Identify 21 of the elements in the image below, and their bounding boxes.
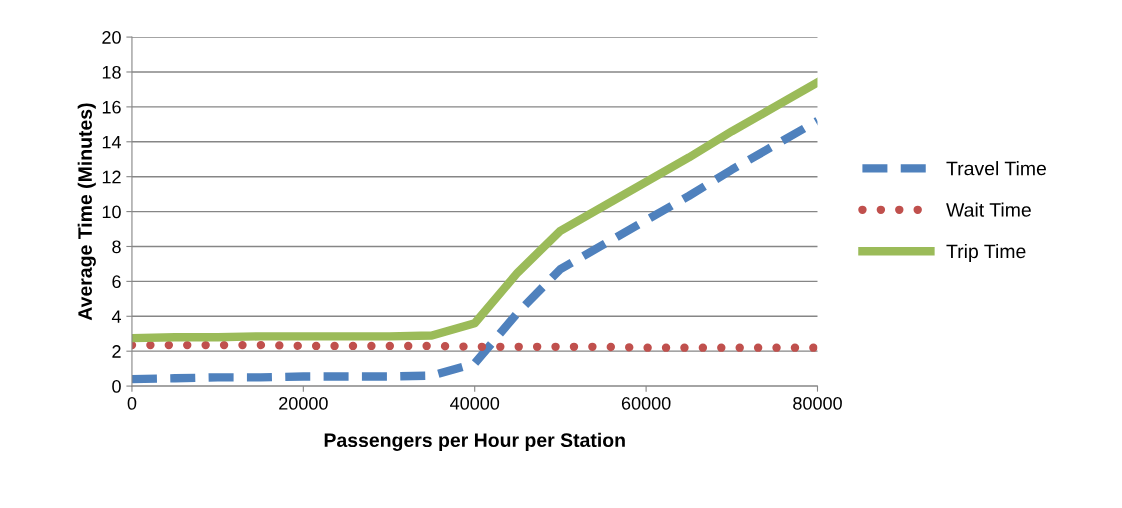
y-tick-label: 20: [102, 31, 121, 44]
y-tick-label: 12: [102, 170, 121, 184]
x-tick-label: 40000: [450, 396, 500, 410]
y-tick-label: 2: [112, 345, 121, 358]
legend-label: Wait Time: [946, 202, 1031, 217]
y-tick-label: 0: [112, 380, 121, 393]
legend-label: Trip Time: [946, 243, 1026, 263]
y-tick-label: 10: [102, 205, 121, 219]
x-tick-label: 80000: [793, 396, 842, 410]
legend-label: Travel Time: [946, 161, 1046, 176]
x-tick-label: 20000: [279, 396, 328, 410]
y-tick-label: 18: [102, 65, 121, 79]
x-tick-label: 0: [127, 396, 137, 410]
y-tick-label: 8: [112, 240, 121, 254]
y-axis-title: Average Time (Minutes): [77, 103, 96, 321]
y-tick-label: 4: [111, 310, 121, 323]
x-axis-title: Passengers per Hour per Station: [324, 432, 625, 451]
x-tick-label: 60000: [621, 396, 671, 410]
y-tick-label: 14: [102, 135, 121, 149]
y-tick-label: 16: [102, 100, 121, 114]
y-tick-label: 6: [112, 275, 121, 289]
